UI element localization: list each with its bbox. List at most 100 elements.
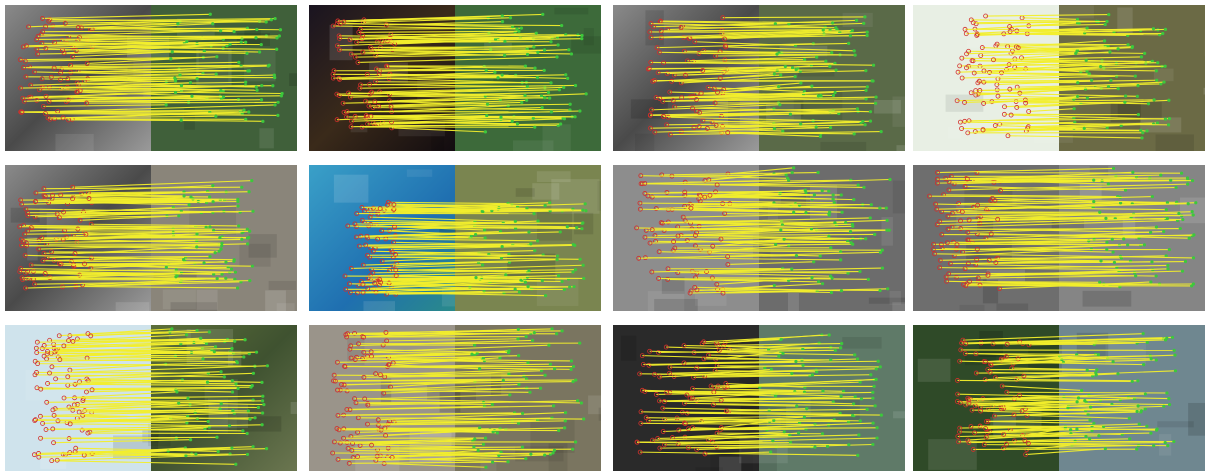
keypoint-right [514, 220, 517, 223]
keypoint-right [509, 16, 512, 19]
keypoint-right [1174, 369, 1177, 372]
keypoint-right [265, 447, 268, 450]
keypoint-right [801, 364, 804, 367]
keypoint-right [1128, 417, 1131, 420]
texture [788, 293, 799, 318]
keypoint-right [273, 17, 276, 20]
match-line [20, 227, 207, 228]
keypoint-right [543, 96, 546, 99]
keypoint-right [1168, 117, 1171, 120]
texture [842, 337, 881, 349]
keypoint-right [211, 184, 214, 187]
keypoint-right [1161, 32, 1164, 35]
keypoint-right [829, 126, 832, 129]
match-line [381, 282, 522, 283]
texture [249, 234, 277, 258]
match-line [984, 82, 1078, 83]
keypoint-right [1144, 407, 1147, 410]
texture [40, 456, 66, 468]
match-line [988, 370, 1087, 371]
keypoint-right [880, 413, 883, 416]
keypoint-right [551, 451, 554, 454]
keypoint-right [237, 387, 240, 390]
keypoint-right [260, 84, 263, 87]
keypoint-right [1112, 360, 1115, 363]
keypoint-right [493, 71, 496, 74]
texture [946, 95, 984, 112]
keypoint-right [214, 251, 217, 254]
keypoint-right [541, 279, 544, 282]
keypoint-right [797, 431, 800, 434]
keypoint-right [832, 193, 835, 196]
keypoint-right [501, 14, 504, 17]
keypoint-right [532, 212, 535, 215]
keypoint-right [202, 261, 205, 264]
keypoint-right [881, 266, 884, 269]
keypoint-right [866, 408, 869, 411]
keypoint-right [1143, 52, 1146, 55]
keypoint-right [270, 18, 273, 21]
keypoint-right [170, 327, 173, 330]
keypoint-right [547, 91, 550, 94]
keypoint-right [491, 403, 494, 406]
keypoint-right [1131, 171, 1134, 174]
keypoint-right [234, 463, 237, 466]
keypoint-right [1164, 338, 1167, 341]
keypoint-right [240, 238, 243, 241]
keypoint-right [866, 30, 869, 33]
keypoint-right [866, 34, 869, 37]
keypoint-right [1191, 210, 1194, 213]
keypoint-right [526, 361, 529, 364]
keypoint-right [829, 246, 832, 249]
keypoint-right [1166, 444, 1169, 447]
keypoint-right [196, 77, 199, 80]
keypoint-right [1134, 274, 1137, 277]
keypoint-right [246, 432, 249, 435]
keypoint-right [1105, 20, 1108, 23]
keypoint-right [1155, 358, 1158, 361]
keypoint-right [543, 453, 546, 456]
keypoint-right [781, 352, 784, 355]
keypoint-right [533, 66, 536, 69]
keypoint-right [265, 20, 268, 23]
keypoint-right [1181, 218, 1184, 221]
keypoint-right [860, 397, 863, 400]
keypoint-right [247, 110, 250, 113]
keypoint-right [850, 241, 853, 244]
keypoint-right [856, 357, 859, 360]
keypoint-right [245, 52, 248, 55]
keypoint-right [815, 55, 818, 58]
keypoint-right [248, 279, 251, 282]
match-line [339, 78, 537, 79]
keypoint-right [1138, 422, 1141, 425]
keypoint-right [572, 365, 575, 368]
keypoint-right [533, 126, 536, 129]
keypoint-right [1097, 434, 1100, 437]
keypoint-right [223, 375, 226, 378]
keypoint-right [180, 119, 183, 122]
keypoint-right [1111, 251, 1114, 254]
keypoint-right [832, 197, 835, 200]
keypoint-right [174, 91, 177, 94]
keypoint-right [217, 450, 220, 453]
keypoint-right [1155, 225, 1158, 228]
keypoint-right [175, 390, 178, 393]
keypoint-right [182, 258, 185, 261]
keypoint-right [830, 291, 833, 294]
keypoint-right [218, 250, 221, 253]
keypoint-right [886, 287, 889, 290]
keypoint-right [1113, 261, 1116, 264]
keypoint-right [817, 95, 820, 98]
keypoint-right [795, 404, 798, 407]
keypoint-right [251, 265, 254, 268]
keypoint-right [215, 72, 218, 75]
keypoint-right [1136, 95, 1139, 98]
keypoint-right [1095, 368, 1098, 371]
keypoint-right [1124, 94, 1127, 97]
keypoint-right [864, 69, 867, 72]
keypoint-right [1088, 437, 1091, 440]
keypoint-right [484, 436, 487, 439]
keypoint-right [558, 88, 561, 91]
keypoint-right [195, 329, 198, 332]
keypoint-right [1149, 231, 1152, 234]
